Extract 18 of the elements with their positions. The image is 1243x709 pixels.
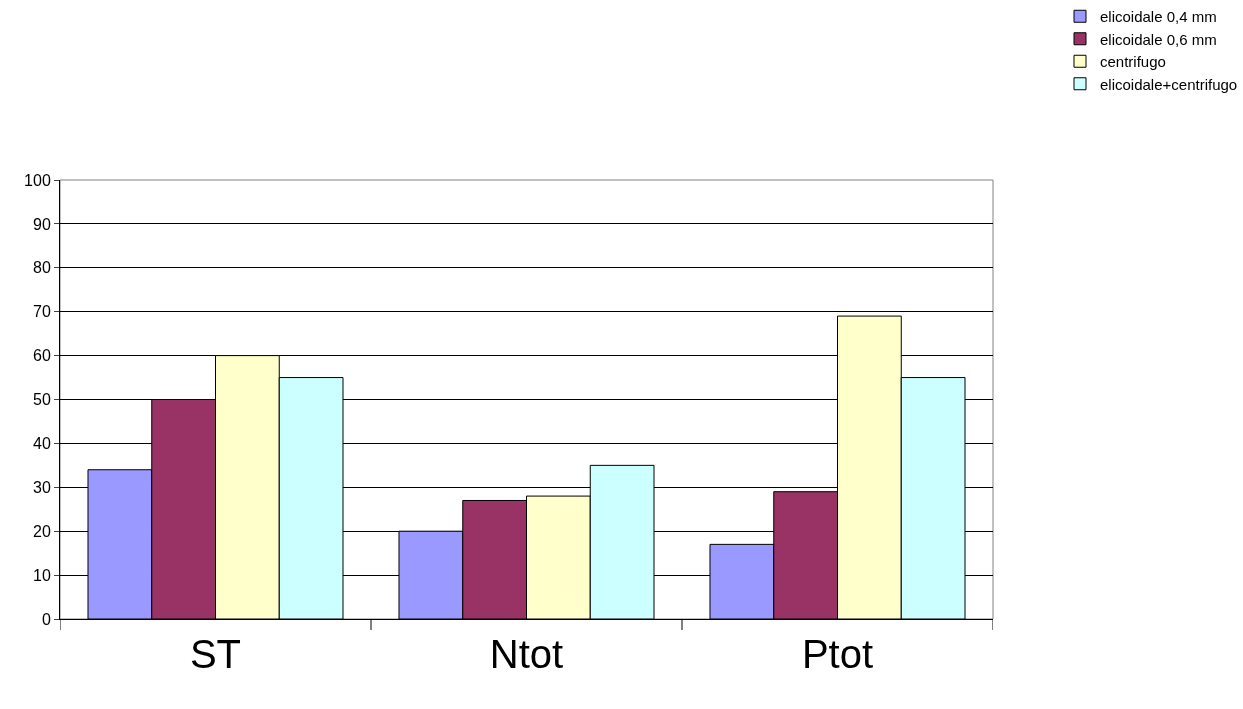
y-tick-label: 30 — [33, 478, 51, 496]
y-tick-label: 10 — [33, 566, 51, 584]
legend-label: centrifugo — [1100, 53, 1166, 71]
legend-label: elicoidale 0,6 mm — [1100, 30, 1217, 48]
legend-label: elicoidale 0,4 mm — [1100, 8, 1217, 26]
y-tick-label: 80 — [33, 259, 51, 277]
x-tick-label: ST — [189, 632, 242, 676]
y-tick-label: 50 — [33, 391, 51, 409]
y-tick-label: 70 — [33, 303, 51, 321]
y-tick-label: 60 — [33, 347, 51, 365]
x-tick-label: Ntot — [489, 632, 564, 676]
y-tick-label: 100 — [24, 171, 51, 189]
y-tick-label: 40 — [33, 435, 51, 452]
x-tick-label: Ptot — [801, 632, 874, 676]
y-tick-label: 20 — [33, 522, 51, 540]
y-tick-label: 0 — [41, 610, 51, 628]
legend-label: elicoidale+centrifugo — [1100, 75, 1238, 93]
y-tick-label: 90 — [33, 215, 51, 233]
